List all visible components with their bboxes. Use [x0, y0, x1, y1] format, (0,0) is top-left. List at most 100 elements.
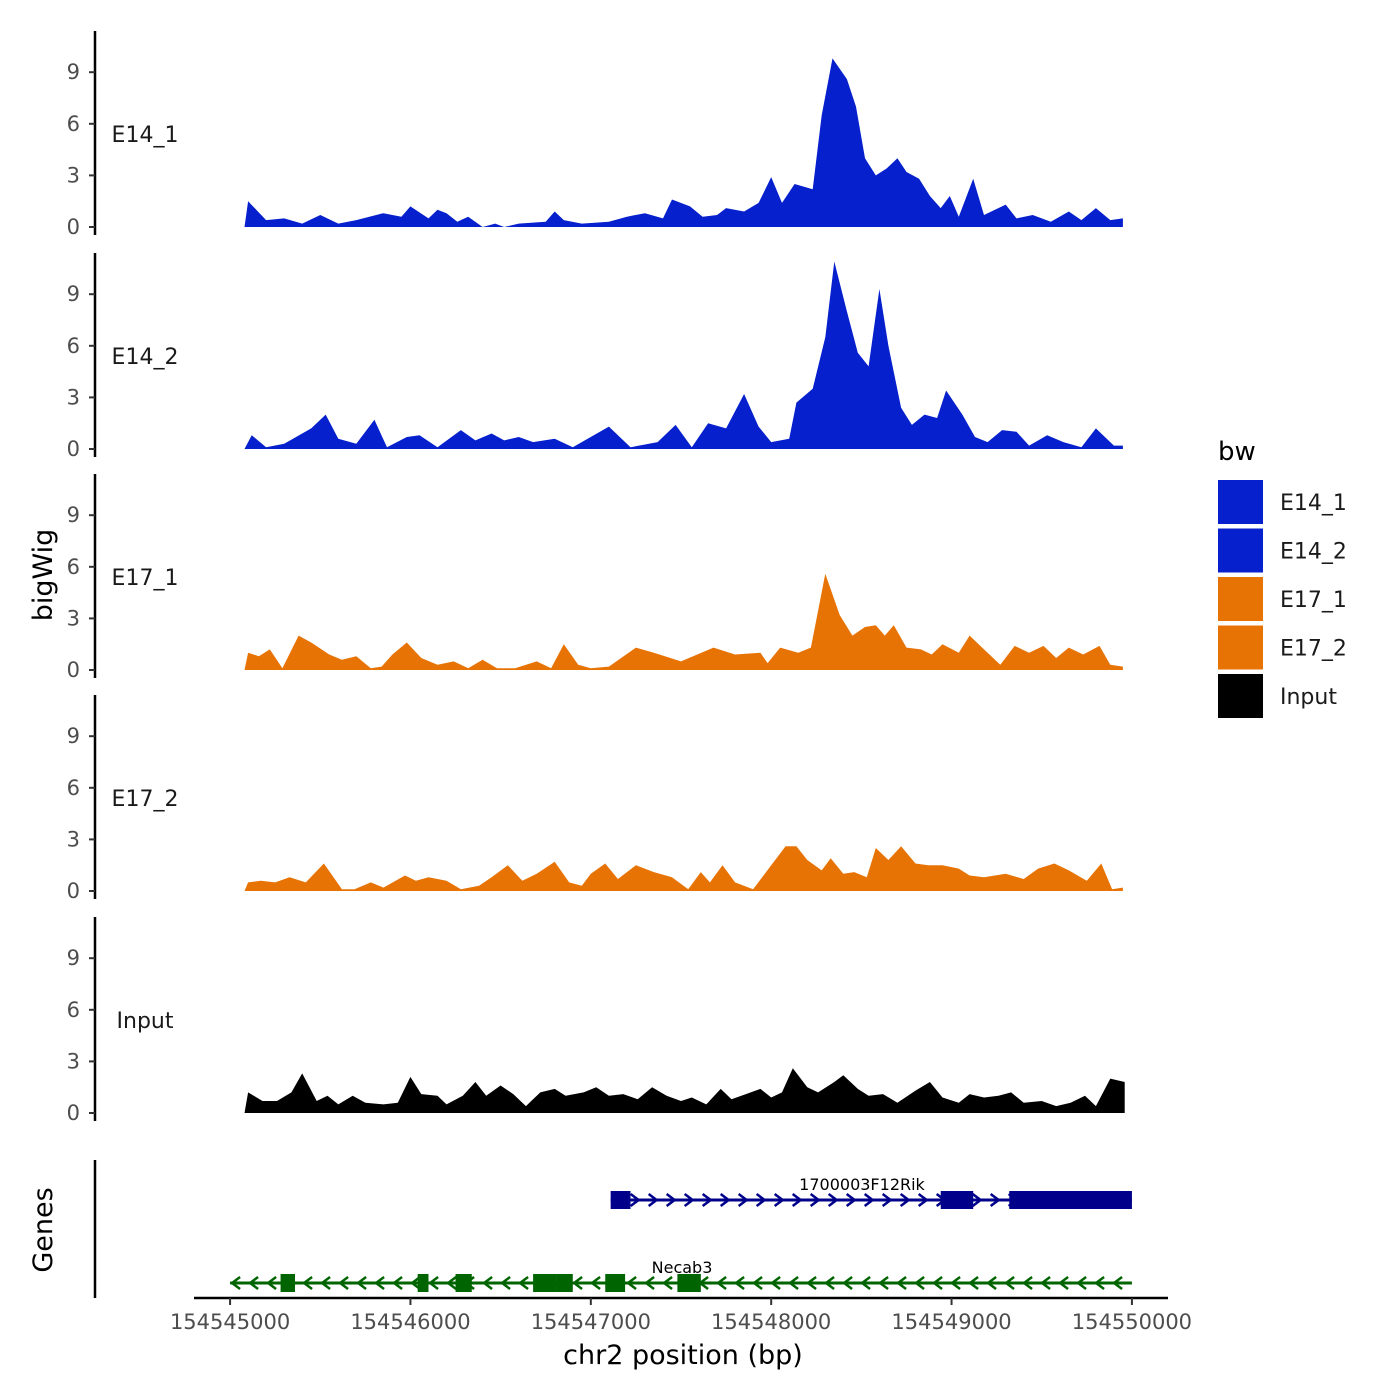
legend-swatch: [1218, 480, 1263, 524]
strand-arrow: [737, 1193, 749, 1207]
strand-arrow: [715, 1276, 727, 1290]
gene-exon: [610, 1191, 631, 1209]
y-tick-label: 9: [67, 503, 80, 527]
strand-arrow: [827, 1193, 839, 1207]
strand-arrow: [391, 1276, 403, 1290]
track-label: E14_2: [112, 345, 179, 370]
strand-arrow: [625, 1276, 637, 1290]
gene-necab3: Necab3: [229, 1258, 1132, 1292]
strand-arrow: [985, 1276, 997, 1290]
y-tick-label: 3: [67, 606, 80, 630]
gene-exon: [677, 1274, 701, 1292]
strand-arrow: [967, 1276, 979, 1290]
gene-exon: [533, 1274, 557, 1292]
strand-arrow: [481, 1276, 493, 1290]
strand-arrow: [1039, 1276, 1051, 1290]
strand-arrow: [589, 1276, 601, 1290]
strand-arrow: [1003, 1276, 1015, 1290]
y-tick-label: 9: [67, 946, 80, 970]
gene-name-label: 1700003F12Rik: [799, 1175, 925, 1194]
legend-label: E17_2: [1280, 637, 1347, 662]
y-tick-label: 3: [67, 1049, 80, 1073]
strand-arrow: [971, 1193, 983, 1207]
strand-arrow: [1111, 1276, 1123, 1290]
track-input: 0 3 6 9 Input: [67, 917, 1125, 1125]
gene-name-label: Necab3: [652, 1258, 713, 1277]
strand-arrow: [913, 1276, 925, 1290]
strand-arrow: [229, 1276, 241, 1290]
strand-arrow: [427, 1276, 439, 1290]
legend-label: Input: [1280, 685, 1337, 710]
y-tick-label: 9: [67, 282, 80, 306]
track-e17-1: 0 3 6 9 E17_1: [67, 474, 1123, 682]
genes-axis-title: Genes: [28, 1187, 59, 1272]
strand-arrow: [917, 1193, 929, 1207]
strand-arrow: [899, 1193, 911, 1207]
gene-exon: [605, 1274, 626, 1292]
legend-label: E14_1: [1280, 491, 1347, 516]
strand-arrow: [989, 1193, 1001, 1207]
coverage-area: [244, 1068, 1125, 1113]
strand-arrow: [733, 1276, 745, 1290]
legend-swatch: [1218, 528, 1263, 573]
strand-arrow: [319, 1276, 331, 1290]
legend-swatch: [1218, 674, 1263, 718]
strand-arrow: [373, 1276, 385, 1290]
y-tick-label: 9: [67, 724, 80, 748]
strand-arrow: [949, 1276, 961, 1290]
strand-arrow: [787, 1276, 799, 1290]
gene-1700003f12rik: 1700003F12Rik: [610, 1175, 1132, 1209]
strand-arrow: [1075, 1276, 1087, 1290]
strand-arrow: [751, 1276, 763, 1290]
strand-arrow: [661, 1276, 673, 1290]
gene-exon: [455, 1274, 472, 1292]
legend-label: E17_1: [1280, 588, 1347, 613]
strand-arrow: [499, 1276, 511, 1290]
strand-arrow: [881, 1193, 893, 1207]
strand-arrow: [643, 1276, 655, 1290]
strand-arrow: [247, 1276, 259, 1290]
track-label: E17_1: [112, 566, 179, 591]
x-tick-label: 154548000: [711, 1310, 831, 1334]
x-tick-label: 154549000: [891, 1310, 1011, 1334]
y-tick-label: 6: [67, 334, 80, 358]
strand-arrow: [571, 1276, 583, 1290]
x-tick-label: 154545000: [170, 1310, 290, 1334]
strand-arrow: [823, 1276, 835, 1290]
track-label: E17_2: [112, 787, 179, 812]
gene-exon: [1009, 1191, 1132, 1209]
coverage-area: [244, 58, 1123, 228]
x-axis: 154545000 154546000 154547000 154548000 1545…: [170, 1296, 1192, 1334]
y-tick-label: 0: [67, 215, 80, 239]
y-tick-label: 0: [67, 437, 80, 461]
strand-arrow: [647, 1193, 659, 1207]
legend-swatch: [1218, 625, 1263, 670]
strand-arrow: [755, 1193, 767, 1207]
track-e14-2: 0 3 6 9 E14_2: [67, 253, 1123, 461]
y-tick-label: 3: [67, 385, 80, 409]
legend-title: bw: [1218, 437, 1256, 467]
strand-arrow: [517, 1276, 529, 1290]
strand-arrow: [841, 1276, 853, 1290]
tracks-layer: 0 3 6 9 E14_1 0 3 6 9 E14_2 0 3 6 9 E17_1 0 3 6 9 E17_2 0 3 6 9…: [67, 31, 1125, 1125]
strand-arrow: [629, 1193, 641, 1207]
y-tick-label: 6: [67, 112, 80, 136]
x-tick-label: 154546000: [350, 1310, 470, 1334]
strand-arrow: [791, 1193, 803, 1207]
strand-arrow: [701, 1193, 713, 1207]
strand-arrow: [877, 1276, 889, 1290]
strand-arrow: [445, 1276, 457, 1290]
coverage-area: [244, 846, 1123, 891]
strand-arrow: [1057, 1276, 1069, 1290]
gene-exon: [417, 1274, 429, 1292]
track-label: E14_1: [112, 123, 179, 148]
x-tick-label: 154550000: [1072, 1310, 1192, 1334]
gene-exon: [280, 1274, 296, 1292]
y-tick-label: 0: [67, 879, 80, 903]
y-tick-label: 3: [67, 827, 80, 851]
strand-arrow: [719, 1193, 731, 1207]
strand-arrow: [301, 1276, 313, 1290]
y-axis-title: bigWig: [28, 529, 59, 622]
